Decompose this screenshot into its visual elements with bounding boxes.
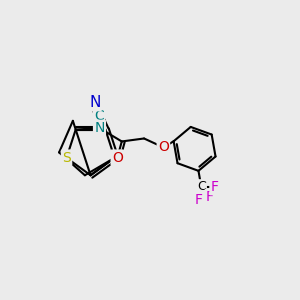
- Text: F: F: [206, 190, 214, 204]
- Text: F: F: [211, 180, 219, 194]
- Text: N: N: [89, 95, 100, 110]
- Text: F: F: [195, 193, 203, 207]
- Text: O: O: [158, 140, 169, 154]
- Text: C: C: [94, 109, 104, 123]
- Text: C: C: [197, 180, 206, 194]
- Text: O: O: [112, 151, 123, 165]
- Text: S: S: [62, 151, 71, 165]
- Text: N: N: [94, 121, 105, 135]
- Text: H: H: [94, 117, 102, 127]
